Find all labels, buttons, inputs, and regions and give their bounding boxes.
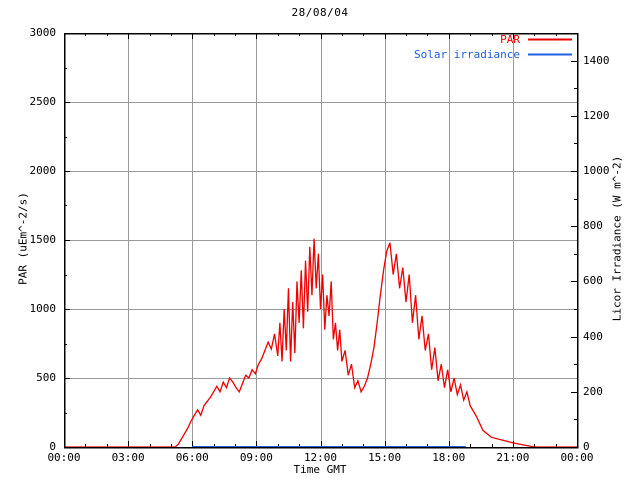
y-axis-left-tick-label: 1500 (29, 233, 57, 246)
x-axis-tick-label: 18:00 (432, 451, 466, 464)
chart-title: 28/08/04 (291, 6, 349, 19)
gridlines (64, 33, 577, 447)
y-axis-left-tick-label: 1000 (29, 302, 57, 315)
y-axis-left-tick-label: 0 (49, 440, 56, 453)
y-axis-left-tick-label: 3000 (29, 26, 57, 39)
legend-label-par: PAR (500, 33, 520, 46)
y-axis-right-tick-label: 0 (583, 440, 590, 453)
y-axis-right-tick-label: 1000 (583, 164, 610, 177)
plot-border (63, 32, 579, 449)
series-line-par (64, 238, 577, 448)
legend-label-solar: Solar irradiance (414, 48, 520, 61)
x-axis-title: Time GMT (293, 463, 347, 476)
y-axis-right-tick-label: 1400 (583, 53, 610, 67)
x-axis-tick-label: 00:00 (560, 451, 594, 464)
x-axis-tick-label: 03:00 (111, 451, 145, 464)
y-axis-left-tick-label: 2000 (29, 164, 57, 177)
y-axis-left-tick-label: 2500 (29, 95, 57, 108)
y-axis-right-tick-label: 600 (583, 274, 603, 288)
legend-sample-lines (528, 38, 572, 56)
x-axis-tick-label: 12:00 (303, 451, 338, 464)
x-axis-tick-label: 06:00 (175, 451, 209, 464)
x-axis-tick-label: 21:00 (496, 451, 530, 464)
data-series-group (64, 238, 577, 448)
y-axis-right-tick-label: 800 (583, 219, 603, 233)
y-axis-right-tick-label: 200 (583, 384, 603, 398)
x-axis-tick-label: 15:00 (368, 451, 402, 464)
x-axis-tick-label: 09:00 (239, 451, 273, 464)
y-axis-right-tick-label: 1200 (583, 108, 610, 122)
y-axis-right-tick-label: 400 (583, 329, 603, 343)
y-axis-left-tick-label: 500 (36, 371, 56, 384)
plot-frame (63, 32, 579, 449)
x-axis-tick-label: 00:00 (47, 451, 81, 464)
